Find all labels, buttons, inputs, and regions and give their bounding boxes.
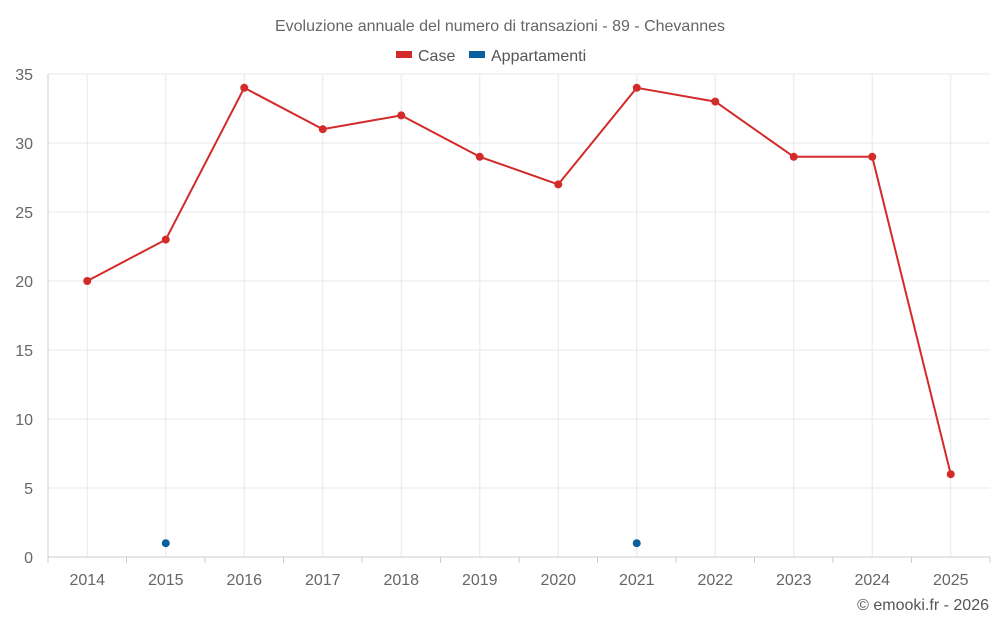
legend[interactable]: Case Appartamenti (396, 48, 586, 65)
series-appartamenti[interactable] (161, 539, 641, 548)
data-point-appartamenti-2021[interactable] (632, 539, 641, 548)
x-tick-labels: 2014 2015 2016 2017 2018 2019 2020 2021 2022 2023… (69, 572, 968, 589)
y-tick-label: 30 (15, 136, 33, 153)
x-tick-label: 2019 (462, 572, 498, 589)
x-tick-label: 2024 (854, 572, 890, 589)
data-point-case-2024[interactable] (868, 152, 877, 161)
data-point-case-2014[interactable] (83, 277, 92, 285)
x-gridlines (47, 74, 991, 563)
x-tick-label: 2018 (383, 572, 419, 589)
y-tick-label: 0 (24, 550, 33, 567)
x-tick-label: 2015 (148, 572, 184, 589)
chart-title: Evoluzione annuale del numero di transaz… (275, 18, 725, 35)
series-line-case (86, 86, 952, 475)
legend-label: Case (418, 48, 455, 65)
y-tick-label: 25 (15, 205, 33, 222)
data-point-case-2025[interactable] (946, 470, 955, 479)
legend-item-appartamenti[interactable]: Appartamenti (469, 48, 586, 65)
data-point-case-2015[interactable] (161, 235, 170, 244)
y-tick-label: 5 (24, 481, 33, 498)
legend-label: Appartamenti (491, 48, 586, 65)
y-tick-label: 15 (15, 343, 33, 360)
legend-swatch (469, 51, 485, 58)
y-tick-label: 10 (15, 412, 33, 429)
data-point-case-2023[interactable] (789, 152, 798, 161)
x-tick-label: 2016 (226, 572, 262, 589)
data-point-case-2020[interactable] (554, 180, 563, 189)
x-tick-label: 2025 (933, 572, 969, 589)
legend-item-case[interactable]: Case (396, 48, 455, 65)
data-point-case-2018[interactable] (397, 111, 406, 120)
x-tick-label: 2014 (69, 572, 105, 589)
data-point-case-2019[interactable] (475, 152, 484, 161)
x-tick-label: 2022 (697, 572, 733, 589)
data-point-case-2016[interactable] (240, 83, 249, 92)
y-gridlines (48, 73, 990, 489)
data-point-case-2021[interactable] (632, 83, 641, 92)
series (83, 83, 955, 548)
y-tick-labels: 0 5 10 15 20 25 30 35 (15, 67, 33, 567)
y-tick-label: 35 (15, 67, 33, 84)
series-case[interactable] (83, 83, 955, 479)
x-tick-label: 2020 (540, 572, 576, 589)
x-tick-label: 2017 (305, 572, 341, 589)
x-tick-label: 2021 (619, 572, 655, 589)
axes (47, 74, 990, 558)
legend-swatch (396, 51, 412, 58)
data-point-case-2022[interactable] (711, 97, 720, 106)
data-point-case-2017[interactable] (318, 125, 327, 134)
x-tick-label: 2023 (776, 572, 812, 589)
y-tick-label: 20 (15, 274, 33, 291)
data-point-appartamenti-2015[interactable] (161, 539, 170, 548)
credit-text: © emooki.fr - 2026 (857, 597, 989, 614)
